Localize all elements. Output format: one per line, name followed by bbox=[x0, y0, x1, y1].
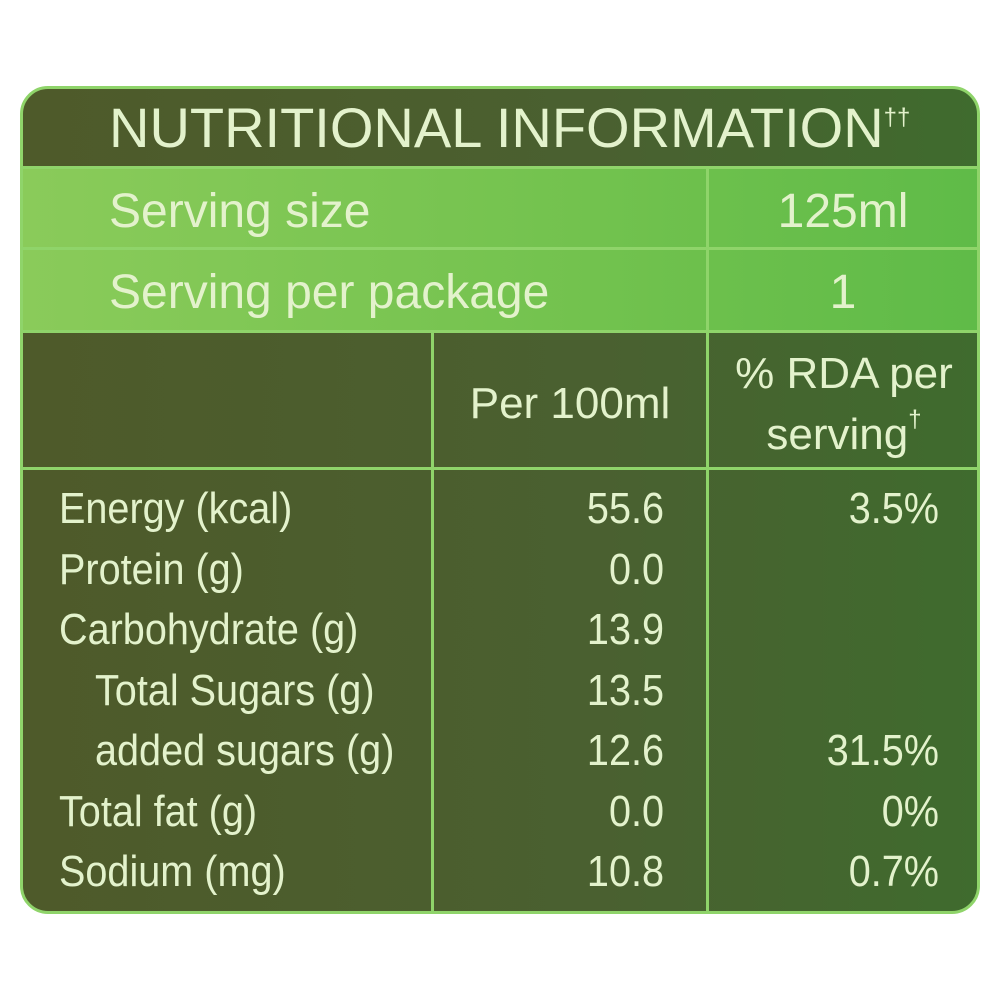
title: NUTRITIONAL INFORMATION†† bbox=[109, 95, 910, 160]
nutrient-name: Energy (kcal) bbox=[59, 484, 293, 533]
column-header: Per 100ml bbox=[469, 379, 671, 428]
nutrient-name: Total fat (g) bbox=[59, 786, 258, 836]
title-mark: †† bbox=[883, 104, 911, 131]
rda-value: 31.5% bbox=[826, 726, 939, 775]
per-100-value: 12.6 bbox=[586, 726, 664, 775]
per-100-value: 13.5 bbox=[586, 665, 664, 715]
per-100-value: 0.0 bbox=[608, 786, 664, 836]
nutrition-label: NUTRITIONAL INFORMATION†† Serving size 1… bbox=[20, 86, 980, 914]
nutrient-name: Protein (g) bbox=[59, 544, 244, 594]
column-header: % RDA per serving† bbox=[719, 351, 969, 458]
per-100-value: 10.8 bbox=[586, 847, 664, 896]
nutrient-name: Total Sugars (g) bbox=[95, 665, 375, 715]
divider bbox=[23, 247, 977, 250]
rda-value: 0.7% bbox=[848, 847, 939, 896]
nutrient-name: added sugars (g) bbox=[95, 726, 395, 775]
divider bbox=[23, 467, 977, 470]
per-100-value: 55.6 bbox=[586, 484, 664, 533]
divider bbox=[431, 333, 434, 911]
serving-label: Serving size bbox=[109, 185, 371, 238]
divider bbox=[23, 330, 977, 333]
column-header-text: % RDA per serving bbox=[735, 349, 953, 459]
divider bbox=[706, 169, 709, 911]
per-100-value: 0.0 bbox=[608, 544, 664, 594]
rda-value: 0% bbox=[881, 786, 939, 836]
rda-value: 3.5% bbox=[848, 484, 939, 533]
serving-value: 125ml bbox=[777, 185, 909, 238]
nutrient-name: Sodium (mg) bbox=[59, 847, 286, 896]
title-text: NUTRITIONAL INFORMATION bbox=[109, 96, 884, 159]
divider bbox=[23, 166, 977, 169]
serving-value: 1 bbox=[829, 266, 857, 319]
serving-band bbox=[23, 169, 977, 247]
serving-band bbox=[23, 250, 977, 330]
per-100-value: 13.9 bbox=[586, 605, 664, 654]
nutrient-name: Carbohydrate (g) bbox=[59, 605, 359, 654]
column-header-mark: † bbox=[908, 406, 922, 433]
serving-label: Serving per package bbox=[109, 266, 550, 319]
